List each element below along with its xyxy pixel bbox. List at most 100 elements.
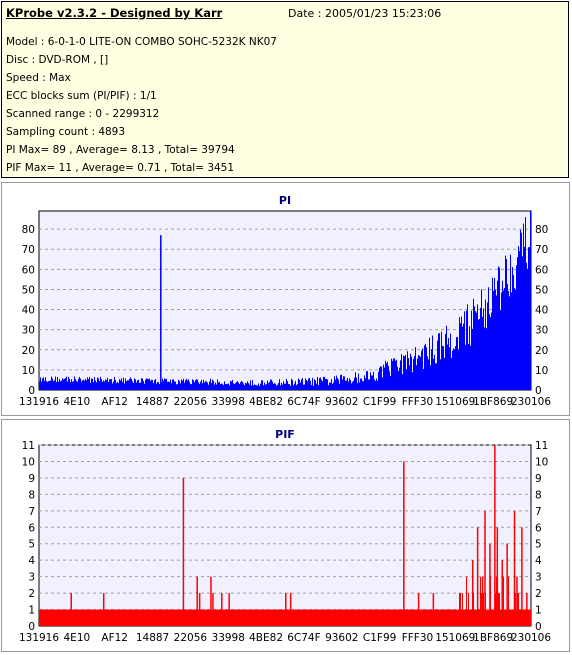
bar [236,382,237,390]
bar [177,609,178,626]
bar [394,358,395,390]
bar [96,382,97,390]
bar [315,609,316,626]
bar [160,609,161,626]
bar [46,609,47,626]
bar [274,383,275,390]
bar [52,378,53,390]
bar [303,384,304,390]
bar [107,609,108,626]
bar [334,376,335,390]
y-tick-label-right: 2 [535,588,542,600]
y-tick-label-right: 6 [535,522,542,534]
bar [374,379,375,390]
y-tick-label-left: 70 [22,244,35,256]
bar [248,383,249,390]
bar [182,380,183,390]
bar [219,609,220,626]
bar [97,609,98,626]
pif-chart-panel: PIF 0 0 1 1 2 2 3 3 4 4 5 5 6 6 7 7 8 8 9 9 10 10 11 11 131916 4E1… [1,419,570,652]
bar [208,384,209,390]
bar [439,609,440,626]
bar [391,358,392,390]
bar [56,609,57,626]
bar [208,609,209,626]
bar [442,345,443,390]
bar [400,609,401,626]
bar [292,609,293,626]
bar [443,609,444,626]
bar [106,609,107,626]
bar [87,377,88,390]
bar [317,376,318,390]
bar [176,384,177,390]
bar [49,609,50,626]
bar [78,378,79,390]
spike-bar [289,593,292,626]
bar [178,609,179,626]
bar [269,382,270,390]
bar [86,609,87,626]
bar [155,609,156,626]
bar [200,609,201,626]
bar [174,381,175,390]
bar [427,356,428,390]
bar [409,609,410,626]
bar [123,377,124,390]
bar [46,381,47,390]
bar [74,376,75,390]
bar [520,609,521,626]
bar [529,246,530,390]
bar [348,609,349,626]
bar [200,381,201,390]
bar [519,609,520,626]
bar [311,609,312,626]
bar [197,379,198,390]
bar [162,609,163,626]
bar [147,609,148,626]
bar [389,371,390,390]
bar [100,376,101,390]
bar [82,380,83,390]
bar [127,609,128,626]
bar [61,380,62,390]
bar [183,378,184,390]
bar [479,609,480,626]
bar [361,378,362,390]
bar [198,609,199,626]
bar [133,609,134,626]
bar [132,609,133,626]
bar [99,381,100,390]
bar [316,383,317,390]
bar [324,609,325,626]
bar [496,295,497,390]
bar [265,609,266,626]
bar [67,609,68,626]
bar [483,308,484,390]
bar [114,609,115,626]
bar [171,609,172,626]
bar [239,384,240,390]
bar [152,379,153,390]
bar [347,609,348,626]
bar [341,374,342,390]
bar [128,380,129,390]
bar [218,609,219,626]
bar [523,223,524,390]
bar [161,609,162,626]
bar [252,380,253,390]
bar [286,378,287,390]
bar [91,378,92,390]
spike-bar [182,477,185,626]
bar [422,609,423,626]
bar [252,609,253,626]
bar [141,609,142,626]
bar [470,609,471,626]
bar [249,384,250,390]
bar [263,385,264,390]
bar [240,382,241,390]
bar [354,609,355,626]
bar [159,609,160,626]
bar [204,382,205,390]
spike-bar [516,576,518,626]
